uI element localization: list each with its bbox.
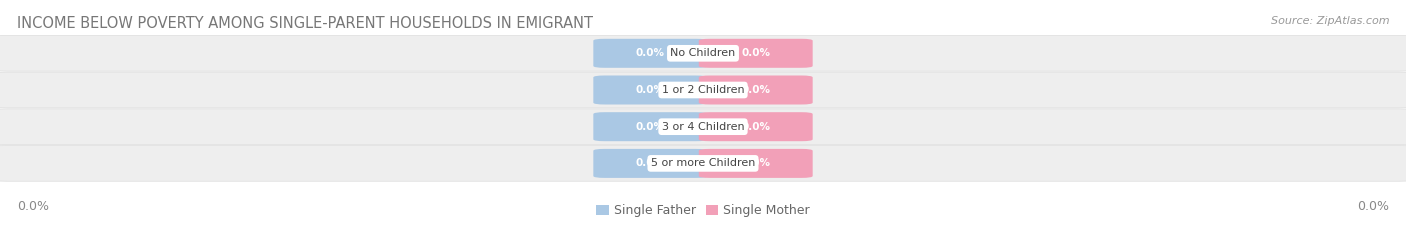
- Text: 0.0%: 0.0%: [741, 48, 770, 58]
- Text: 0.0%: 0.0%: [741, 122, 770, 132]
- Text: 0.0%: 0.0%: [636, 48, 665, 58]
- Text: 3 or 4 Children: 3 or 4 Children: [662, 122, 744, 132]
- FancyBboxPatch shape: [0, 72, 1406, 108]
- Text: 0.0%: 0.0%: [17, 200, 49, 213]
- FancyBboxPatch shape: [699, 149, 813, 178]
- Text: 0.0%: 0.0%: [741, 85, 770, 95]
- FancyBboxPatch shape: [699, 75, 813, 104]
- Text: 0.0%: 0.0%: [636, 85, 665, 95]
- Text: 1 or 2 Children: 1 or 2 Children: [662, 85, 744, 95]
- FancyBboxPatch shape: [699, 112, 813, 141]
- Text: 0.0%: 0.0%: [636, 122, 665, 132]
- Text: 0.0%: 0.0%: [741, 158, 770, 168]
- FancyBboxPatch shape: [0, 109, 1406, 144]
- FancyBboxPatch shape: [593, 149, 707, 178]
- Legend: Single Father, Single Mother: Single Father, Single Mother: [591, 199, 815, 222]
- Text: 0.0%: 0.0%: [1357, 200, 1389, 213]
- Text: Source: ZipAtlas.com: Source: ZipAtlas.com: [1271, 16, 1389, 26]
- FancyBboxPatch shape: [699, 39, 813, 68]
- FancyBboxPatch shape: [593, 75, 707, 104]
- Text: 0.0%: 0.0%: [636, 158, 665, 168]
- FancyBboxPatch shape: [0, 146, 1406, 181]
- Text: INCOME BELOW POVERTY AMONG SINGLE-PARENT HOUSEHOLDS IN EMIGRANT: INCOME BELOW POVERTY AMONG SINGLE-PARENT…: [17, 16, 593, 31]
- Text: No Children: No Children: [671, 48, 735, 58]
- Text: 5 or more Children: 5 or more Children: [651, 158, 755, 168]
- FancyBboxPatch shape: [0, 35, 1406, 71]
- FancyBboxPatch shape: [593, 112, 707, 141]
- FancyBboxPatch shape: [593, 39, 707, 68]
